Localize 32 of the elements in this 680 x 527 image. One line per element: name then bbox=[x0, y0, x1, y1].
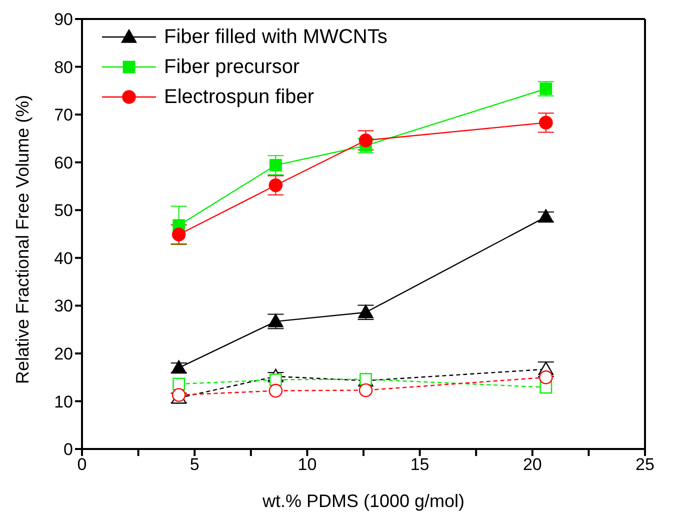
y-tick-label: 50 bbox=[54, 201, 73, 220]
point bbox=[539, 370, 553, 384]
y-tick-label: 80 bbox=[54, 58, 73, 77]
point bbox=[268, 178, 283, 192]
point bbox=[268, 384, 283, 398]
legend-label: Electrospun fiber bbox=[164, 85, 314, 110]
legend-label: Fiber precursor bbox=[164, 55, 300, 80]
x-tick-label: 15 bbox=[410, 455, 430, 474]
y-tick-label: 40 bbox=[54, 248, 73, 268]
y-tick-label: 20 bbox=[54, 344, 73, 364]
x-axis-title: wt.% PDMS (1000 g/mol) bbox=[261, 491, 465, 511]
x-tick-label: 5 bbox=[190, 455, 200, 474]
x-tick-label: 0 bbox=[77, 455, 87, 474]
point bbox=[269, 159, 282, 172]
y-tick-label: 70 bbox=[54, 106, 73, 125]
y-tick-label: 90 bbox=[54, 10, 73, 30]
y-tick-label: 60 bbox=[54, 153, 73, 172]
y-tick-label: 10 bbox=[54, 392, 73, 412]
y-axis-title: Relative Fractional Free Volume (%) bbox=[12, 94, 32, 384]
x-tick-label: 20 bbox=[522, 455, 542, 474]
point bbox=[172, 228, 186, 242]
point bbox=[539, 116, 553, 130]
point bbox=[172, 378, 186, 390]
point bbox=[358, 133, 373, 148]
y-tick-label: 30 bbox=[54, 296, 73, 316]
point bbox=[538, 209, 554, 223]
x-tick-label: 25 bbox=[636, 455, 654, 474]
point bbox=[171, 360, 186, 374]
x-tick-label: 10 bbox=[298, 455, 317, 474]
point bbox=[358, 383, 373, 398]
legend-label: Fiber filled with MWCNTs bbox=[164, 25, 388, 50]
y-tick-label: 0 bbox=[64, 440, 73, 460]
